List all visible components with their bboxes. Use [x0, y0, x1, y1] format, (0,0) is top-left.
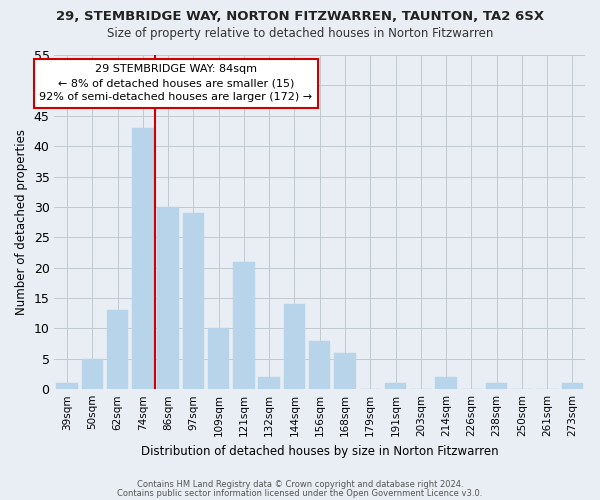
Text: Size of property relative to detached houses in Norton Fitzwarren: Size of property relative to detached ho…: [107, 28, 493, 40]
Bar: [82, 359, 103, 389]
Text: 29 STEMBRIDGE WAY: 84sqm
← 8% of detached houses are smaller (15)
92% of semi-de: 29 STEMBRIDGE WAY: 84sqm ← 8% of detache…: [39, 64, 312, 102]
Text: Contains public sector information licensed under the Open Government Licence v3: Contains public sector information licen…: [118, 488, 482, 498]
Text: Contains HM Land Registry data © Crown copyright and database right 2024.: Contains HM Land Registry data © Crown c…: [137, 480, 463, 489]
Bar: [208, 328, 229, 389]
X-axis label: Distribution of detached houses by size in Norton Fitzwarren: Distribution of detached houses by size …: [141, 444, 499, 458]
Bar: [486, 383, 508, 389]
Bar: [309, 340, 331, 389]
Bar: [157, 207, 179, 389]
Bar: [182, 213, 204, 389]
Bar: [132, 128, 154, 389]
Bar: [284, 304, 305, 389]
Bar: [259, 377, 280, 389]
Y-axis label: Number of detached properties: Number of detached properties: [15, 129, 28, 315]
Bar: [334, 352, 356, 389]
Text: 29, STEMBRIDGE WAY, NORTON FITZWARREN, TAUNTON, TA2 6SX: 29, STEMBRIDGE WAY, NORTON FITZWARREN, T…: [56, 10, 544, 23]
Bar: [56, 383, 78, 389]
Bar: [233, 262, 254, 389]
Bar: [562, 383, 583, 389]
Bar: [435, 377, 457, 389]
Bar: [107, 310, 128, 389]
Bar: [385, 383, 406, 389]
